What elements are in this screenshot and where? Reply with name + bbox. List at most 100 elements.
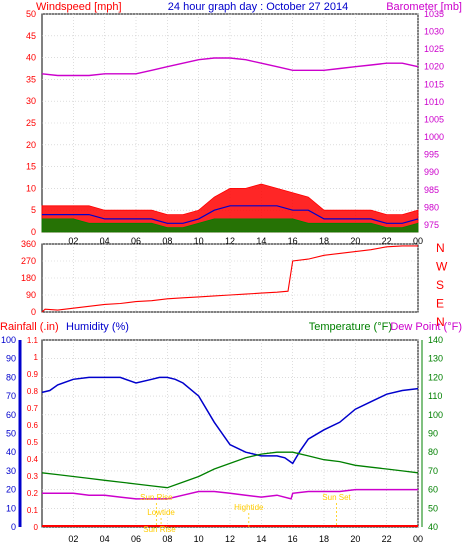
humidity-series <box>41 376 419 465</box>
windspeed-tick-label: 10 <box>26 183 36 193</box>
barometer-tick-label: 1010 <box>424 97 444 107</box>
temperature-axis-label: Temperature (°F) <box>309 321 392 333</box>
hour-tick-label: 06 <box>131 534 141 544</box>
barometer-tick-label: 995 <box>424 150 439 160</box>
hour-tick-label: 00 <box>413 236 423 246</box>
hour-tick-label: 18 <box>319 236 329 246</box>
temperature-tick-label: 80 <box>428 447 438 457</box>
compass-tick-label: N <box>436 315 445 329</box>
rainfall-tick-label: 0.7 <box>27 404 39 413</box>
compass-tick-label: E <box>436 297 444 311</box>
wind-direction-series <box>41 245 418 313</box>
event-label: Sun Rise <box>143 525 176 534</box>
humidity-tick-label: 0 <box>11 522 16 532</box>
rainfall-tick-label: 1 <box>34 353 39 362</box>
rainfall-tick-label: 0.8 <box>27 387 39 396</box>
rainfall-tick-label: 1.1 <box>27 336 39 345</box>
barometer-tick-label: 1025 <box>424 44 444 54</box>
event-label: Sun Set <box>322 493 351 502</box>
windspeed-tick-label: 0 <box>31 227 36 237</box>
barometer-tick-label: 1005 <box>424 114 444 124</box>
temperature-tick-label: 90 <box>428 429 438 439</box>
humidity-tick-label: 100 <box>1 335 16 345</box>
barometer-tick-label: 1035 <box>424 9 444 19</box>
hour-tick-label: 20 <box>350 236 360 246</box>
hour-tick-label: 12 <box>225 534 235 544</box>
windspeed-tick-label: 30 <box>26 96 36 106</box>
windspeed-tick-label: 15 <box>26 162 36 172</box>
rainfall-tick-label: 0.2 <box>27 489 39 498</box>
barometer-tick-label: 1000 <box>424 132 444 142</box>
hour-tick-label: 22 <box>382 534 392 544</box>
temperature-series <box>41 451 419 489</box>
humidity-tick-label: 20 <box>6 485 16 495</box>
rainfall-tick-label: 0 <box>34 523 39 532</box>
wind-gust-series <box>41 183 419 233</box>
hour-tick-label: 04 <box>100 236 110 246</box>
humidity-tick-label: 50 <box>6 429 16 439</box>
hour-tick-label: 14 <box>256 236 266 246</box>
hour-tick-label: 16 <box>288 236 298 246</box>
hour-tick-label: 14 <box>256 534 266 544</box>
humidity-tick-label: 80 <box>6 372 16 382</box>
hour-tick-label: 10 <box>194 236 204 246</box>
temperature-tick-label: 120 <box>428 372 443 382</box>
compass-tick-label: S <box>436 278 444 292</box>
direction-tick-label: 0 <box>31 307 36 317</box>
event-label: Lowtide <box>147 508 175 517</box>
windspeed-tick-label: 20 <box>26 140 36 150</box>
hour-tick-label: 22 <box>382 236 392 246</box>
temperature-tick-label: 110 <box>428 391 442 401</box>
temperature-tick-label: 60 <box>428 485 438 495</box>
windspeed-tick-label: 40 <box>26 53 36 63</box>
direction-tick-label: 360 <box>21 239 36 249</box>
hour-tick-label: 20 <box>350 534 360 544</box>
event-label: Hightide <box>234 503 264 512</box>
windspeed-tick-label: 5 <box>31 205 36 215</box>
event-label: Sun Rise <box>140 493 173 502</box>
hour-tick-label: 08 <box>162 534 172 544</box>
humidity-tick-label: 60 <box>6 410 16 420</box>
barometer-tick-label: 1030 <box>424 27 444 37</box>
windspeed-tick-label: 35 <box>26 74 36 84</box>
hour-tick-label: 06 <box>131 236 141 246</box>
barometer-series <box>41 57 419 77</box>
wind-speed-series <box>41 218 419 233</box>
hour-tick-label: 04 <box>100 534 110 544</box>
rainfall-tick-label: 0.6 <box>27 421 39 430</box>
hour-tick-label: 02 <box>68 534 78 544</box>
hour-tick-label: 10 <box>194 534 204 544</box>
direction-tick-label: 90 <box>26 290 36 300</box>
windspeed-tick-label: 25 <box>26 118 36 128</box>
windspeed-tick-label: 45 <box>26 31 36 41</box>
temperature-tick-label: 70 <box>428 466 438 476</box>
rainfall-axis-label: Rainfall (.in) <box>0 321 59 333</box>
barometer-tick-label: 1015 <box>424 79 444 89</box>
barometer-tick-label: 1020 <box>424 62 444 72</box>
humidity-tick-label: 70 <box>6 391 16 401</box>
hour-tick-label: 02 <box>68 236 78 246</box>
rainfall-tick-label: 0.5 <box>27 438 39 447</box>
compass-tick-label: W <box>436 260 448 274</box>
chart-marks: 0510152025303540455097598098599099510001… <box>1 9 448 544</box>
humidity-tick-label: 10 <box>6 503 16 513</box>
humidity-tick-label: 30 <box>6 466 16 476</box>
humidity-axis-label: Humidity (%) <box>66 321 129 333</box>
temperature-tick-label: 50 <box>428 503 438 513</box>
temperature-tick-label: 140 <box>428 335 443 345</box>
temperature-tick-label: 40 <box>428 522 438 532</box>
rainfall-tick-label: 0.3 <box>27 472 39 481</box>
temperature-tick-label: 100 <box>428 410 443 420</box>
hour-tick-label: 12 <box>225 236 235 246</box>
hour-tick-label: 16 <box>288 534 298 544</box>
barometer-tick-label: 985 <box>424 185 439 195</box>
hour-tick-label: 18 <box>319 534 329 544</box>
windspeed-tick-label: 50 <box>26 9 36 19</box>
compass-tick-label: N <box>436 241 445 255</box>
rainfall-tick-label: 0.1 <box>27 506 39 515</box>
direction-tick-label: 180 <box>21 273 36 283</box>
wind-average-series <box>42 205 419 224</box>
dewpoint-axis-label: Dew Point (°F) <box>390 321 462 333</box>
direction-tick-label: 270 <box>21 256 36 266</box>
